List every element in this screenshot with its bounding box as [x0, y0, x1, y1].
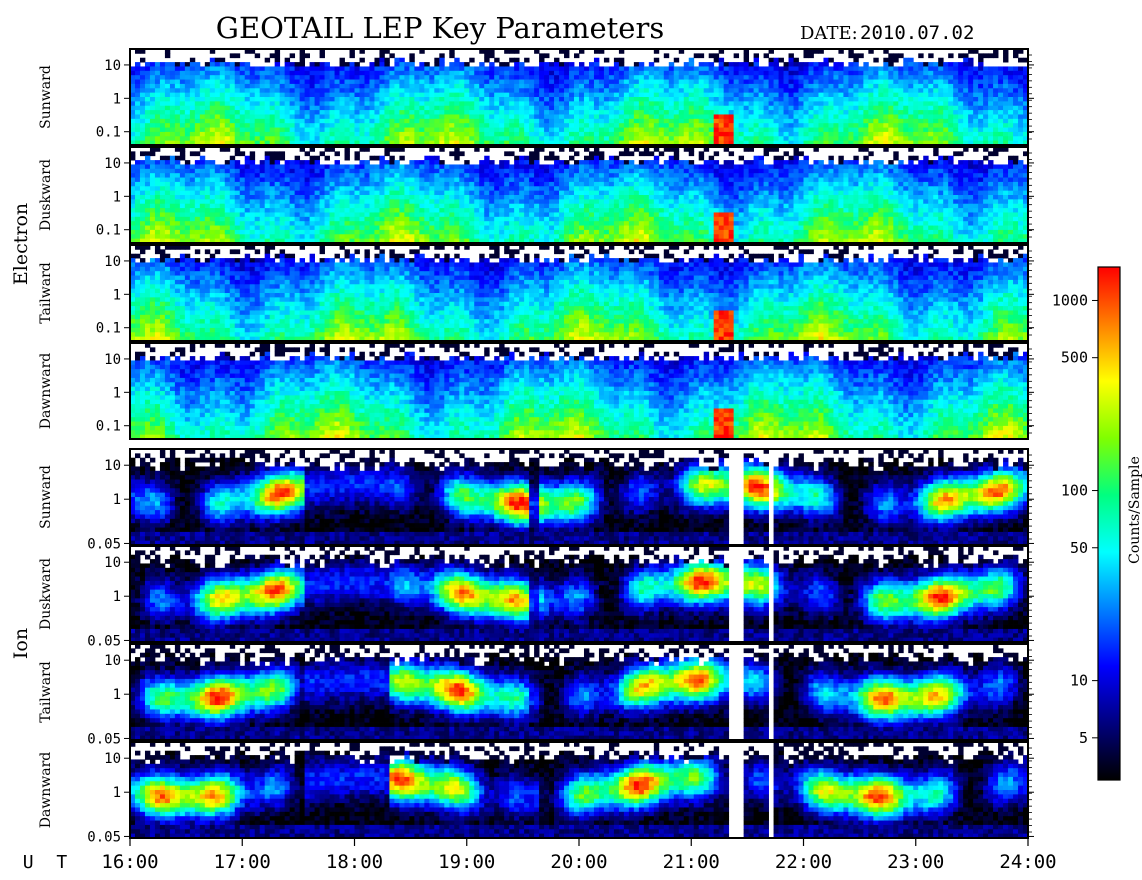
panel-direction-label: Tailward	[38, 661, 54, 723]
y-tick-label: 0.05	[87, 731, 121, 747]
panel-ion-sunward: 10 1 0.05 Sunward	[38, 448, 1034, 552]
panel-direction-label: Sunward	[38, 465, 54, 529]
y-tick-label: 10	[104, 653, 121, 669]
y-tick-label: 10	[104, 58, 121, 74]
panel-ion-tailward: 10 1 0.05 Tailward	[38, 643, 1034, 747]
time-axis: U T 16:00 17:00 18:00 19:00 20:00 21:00 22:00 23…	[23, 838, 1057, 873]
panel-frame	[129, 342, 1029, 440]
group-label-electron: Electron	[10, 203, 32, 285]
panel-frame	[129, 244, 1029, 342]
panel-frame	[129, 545, 1029, 643]
y-tick-label: 10	[104, 352, 121, 368]
x-tick-label: 22:00	[775, 851, 832, 873]
y-tick-label: 10	[104, 254, 121, 270]
x-axis-label: U T	[23, 852, 74, 873]
heatmap-cells	[130, 546, 1029, 643]
colorbar-tick-label: 1000	[1052, 291, 1088, 309]
y-tick-label: 10	[104, 458, 121, 474]
colorbar-tick-label: 10	[1070, 672, 1088, 690]
y-tick-label: 1	[113, 385, 121, 401]
panel-direction-label: Sunward	[38, 65, 54, 129]
heatmap-cells	[130, 644, 1029, 741]
heatmap-cells	[130, 147, 1029, 244]
y-tick-label: 0.1	[96, 223, 121, 239]
heatmap-cells	[130, 49, 1029, 146]
date-value: 2010.07.02	[860, 22, 974, 44]
panel-frame	[129, 146, 1029, 244]
y-tick-label: 10	[104, 156, 121, 172]
x-tick-label: 17:00	[214, 851, 271, 873]
colorbar-tick-label: 5	[1079, 729, 1088, 747]
colorbar-tick-label: 50	[1070, 539, 1088, 557]
group-label-ion: Ion	[10, 628, 32, 659]
y-tick-label: 1	[113, 785, 121, 801]
x-tick-label: 19:00	[438, 851, 495, 873]
spectrogram-panels: 10 1 0.1 Sunward 10 1 0.1 Duskward 10 1 0.1 Tailwar…	[38, 48, 1034, 845]
y-tick-label: 1	[113, 492, 121, 508]
y-tick-label: 0.1	[96, 125, 121, 141]
y-tick-label: 0.05	[87, 829, 121, 845]
colorbar-tick-label: 500	[1061, 349, 1088, 367]
y-tick-label: 1	[113, 189, 121, 205]
panel-direction-label: Duskward	[38, 159, 54, 231]
heatmap-cells	[130, 449, 1029, 546]
x-tick-label: 21:00	[663, 851, 720, 873]
colorbar: 1000 500 100 50 10 5 Counts/Sample	[1052, 266, 1142, 781]
heatmap-cells	[130, 343, 1029, 440]
colorbar-label: Counts/Sample	[1127, 456, 1142, 564]
panel-electron-duskward: 10 1 0.1 Duskward	[38, 146, 1034, 244]
panel-direction-label: Dawnward	[38, 752, 54, 829]
x-tick-label: 16:00	[101, 851, 158, 873]
panel-frame	[129, 48, 1029, 146]
x-tick-label: 20:00	[550, 851, 607, 873]
panel-electron-tailward: 10 1 0.1 Tailward	[38, 244, 1034, 342]
chart-title: GEOTAIL LEP Key Parameters	[216, 11, 664, 45]
colorbar-gradient	[1097, 266, 1121, 781]
date-label: DATE:	[800, 23, 858, 44]
group-labels: Electron Ion	[10, 203, 32, 659]
y-tick-label: 10	[104, 751, 121, 767]
heatmap-cells	[130, 742, 1029, 839]
x-tick-label: 24:00	[999, 851, 1056, 873]
panel-direction-label: Dawnward	[38, 353, 54, 430]
y-tick-label: 1	[113, 287, 121, 303]
panel-frame	[129, 643, 1029, 741]
y-tick-label: 0.05	[87, 536, 121, 552]
y-tick-label: 1	[113, 91, 121, 107]
y-tick-label: 0.05	[87, 633, 121, 649]
x-tick-label: 23:00	[887, 851, 944, 873]
panel-direction-label: Tailward	[38, 262, 54, 324]
x-tick-label: 18:00	[326, 851, 383, 873]
panel-ion-dawnward: 10 1 0.05 Dawnward	[38, 741, 1034, 845]
y-tick-label: 0.1	[96, 419, 121, 435]
colorbar-tick-label: 100	[1061, 482, 1088, 500]
panel-direction-label: Duskward	[38, 558, 54, 630]
y-tick-label: 1	[113, 589, 121, 605]
y-tick-label: 0.1	[96, 321, 121, 337]
panel-electron-dawnward: 10 1 0.1 Dawnward	[38, 342, 1034, 440]
panel-ion-duskward: 10 1 0.05 Duskward	[38, 545, 1034, 649]
heatmap-cells	[130, 245, 1029, 342]
y-tick-label: 10	[104, 555, 121, 571]
y-tick-label: 1	[113, 687, 121, 703]
panel-electron-sunward: 10 1 0.1 Sunward	[38, 48, 1034, 146]
